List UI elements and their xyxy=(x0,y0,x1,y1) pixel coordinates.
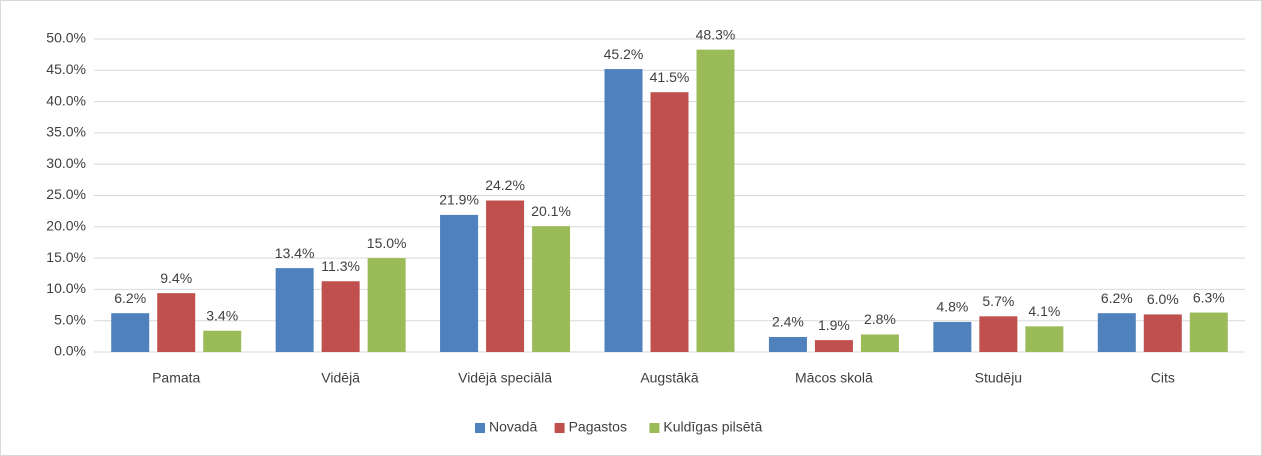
x-tick-label: Vidējā speciālā xyxy=(458,370,552,386)
x-tick-label: Vidējā xyxy=(321,370,360,386)
bar xyxy=(1143,314,1182,352)
bar xyxy=(367,258,406,352)
y-tick-label: 5.0% xyxy=(54,311,86,327)
y-tick-label: 30.0% xyxy=(46,155,86,171)
data-label: 4.1% xyxy=(1028,303,1060,319)
y-tick-label: 10.0% xyxy=(46,280,86,296)
bar xyxy=(111,313,150,352)
x-tick-label: Pamata xyxy=(152,370,200,386)
bar xyxy=(440,214,479,352)
x-tick-label: Cits xyxy=(1151,370,1175,386)
data-label: 1.9% xyxy=(818,317,850,333)
data-label: 24.2% xyxy=(485,177,525,193)
legend-swatch xyxy=(554,423,565,433)
bar xyxy=(979,316,1018,352)
x-tick-label: Mācos skolā xyxy=(795,370,873,386)
y-tick-label: 15.0% xyxy=(46,249,86,265)
bar xyxy=(532,226,571,352)
data-label: 2.8% xyxy=(864,311,896,327)
data-label: 20.1% xyxy=(531,203,571,219)
bar xyxy=(933,321,972,352)
data-label: 9.4% xyxy=(160,270,192,286)
y-tick-label: 0.0% xyxy=(54,343,86,359)
bar xyxy=(157,293,196,352)
bar xyxy=(860,334,899,352)
data-label: 6.2% xyxy=(1101,290,1133,306)
data-label: 15.0% xyxy=(367,235,407,251)
bar xyxy=(1025,326,1064,352)
bar xyxy=(696,49,735,352)
data-label: 6.2% xyxy=(114,290,146,306)
bar xyxy=(203,330,242,352)
y-tick-label: 40.0% xyxy=(46,92,86,108)
bar xyxy=(1189,312,1228,352)
data-label: 6.0% xyxy=(1147,291,1179,307)
data-label: 6.3% xyxy=(1193,289,1225,305)
legend-label: Kuldīgas pilsētā xyxy=(663,419,762,435)
x-tick-label: Studēju xyxy=(975,370,1022,386)
bar xyxy=(321,281,360,352)
bar xyxy=(650,92,689,353)
x-tick-label: Augstākā xyxy=(640,370,699,386)
legend-swatch xyxy=(475,423,485,433)
y-tick-label: 20.0% xyxy=(46,218,86,234)
y-tick-label: 50.0% xyxy=(46,30,86,46)
y-tick-label: 35.0% xyxy=(46,124,86,140)
bar xyxy=(275,268,314,352)
data-label: 4.8% xyxy=(936,299,968,315)
legend-label: Pagastos xyxy=(569,419,627,435)
data-label: 5.7% xyxy=(982,293,1014,309)
bar xyxy=(486,200,525,352)
data-label: 48.3% xyxy=(696,26,736,42)
data-label: 21.9% xyxy=(439,192,479,208)
y-tick-label: 25.0% xyxy=(46,186,86,202)
bar xyxy=(814,340,853,352)
bar xyxy=(604,69,643,352)
bar xyxy=(768,336,807,352)
data-label: 11.3% xyxy=(321,258,360,274)
data-label: 41.5% xyxy=(650,69,690,85)
legend-swatch xyxy=(649,423,660,433)
data-label: 3.4% xyxy=(206,307,238,323)
data-label: 45.2% xyxy=(604,46,644,62)
bar xyxy=(1097,313,1136,352)
data-label: 2.4% xyxy=(772,314,804,330)
y-tick-label: 45.0% xyxy=(46,61,86,77)
data-label: 13.4% xyxy=(275,245,315,261)
legend-label: Novadā xyxy=(489,419,537,435)
